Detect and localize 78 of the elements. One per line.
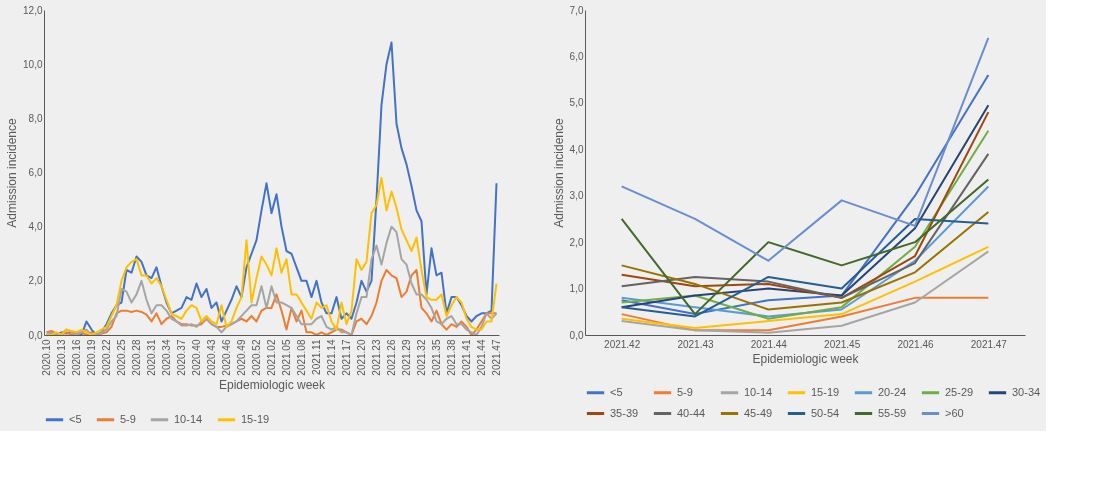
x-tick-label: 2020.31 — [146, 339, 157, 376]
y-tick-label: 6,0 — [569, 50, 584, 62]
x-tick-label: 2020.43 — [206, 339, 217, 376]
y-tick-label: 6,0 — [28, 167, 43, 178]
x-tick-label: 2021.44 — [750, 338, 788, 350]
x-tick-label: 2020.49 — [236, 339, 247, 376]
legend-label: 5-9 — [120, 412, 136, 425]
x-tick-label: 2020.13 — [56, 339, 67, 376]
x-tick-label: 2021.38 — [446, 339, 457, 376]
legend-label: 15-19 — [811, 385, 840, 398]
legend-label: 10-14 — [744, 385, 773, 398]
x-tick-label: 2020.46 — [221, 339, 232, 376]
line-series — [620, 36, 990, 262]
x-tick-label: 2021.32 — [416, 339, 427, 376]
legend-label: <5 — [610, 385, 623, 398]
y-tick-label: 5,0 — [569, 97, 584, 109]
x-tick-label: 2021.43 — [677, 338, 715, 350]
x-tick-label: 2021.05 — [281, 339, 292, 376]
legend-label: 30-34 — [1012, 385, 1041, 398]
x-tick-label: 2021.41 — [461, 339, 472, 376]
y-tick-label: 10,0 — [23, 58, 43, 70]
y-tick-label: 0,0 — [569, 329, 584, 341]
x-tick-label: 2020.19 — [86, 339, 97, 376]
x-tick-label: 2021.23 — [371, 339, 382, 376]
y-tick-label: 7,0 — [569, 4, 584, 16]
legend-label: 55-59 — [878, 406, 907, 419]
x-tick-label: 2021.46 — [897, 338, 935, 350]
legend-label: 25-29 — [945, 385, 974, 398]
legend-label: 20-24 — [878, 385, 907, 398]
x-axis-title: Epidemiologic week — [752, 351, 860, 366]
y-tick-label: 3,0 — [569, 190, 584, 202]
x-tick-label: 2021.20 — [356, 339, 367, 376]
x-tick-label: 2021.26 — [386, 339, 397, 376]
x-tick-label: 2020.37 — [176, 339, 187, 376]
legend-label: 10-14 — [174, 412, 203, 425]
legend-label: 15-19 — [241, 412, 270, 425]
line-series — [620, 152, 990, 299]
x-tick-label: 2021.42 — [604, 338, 641, 350]
x-tick-label: 2021.44 — [476, 339, 487, 376]
x-tick-label: 2021.08 — [296, 339, 307, 376]
y-axis-title: Admission incidence — [551, 117, 566, 228]
x-tick-label: 2021.11 — [311, 339, 322, 375]
legend-label: <5 — [69, 412, 82, 425]
x-tick-label: 2020.34 — [161, 339, 172, 376]
x-tick-label: 2021.47 — [491, 339, 502, 376]
y-axis-title: Admission incidence — [5, 117, 20, 228]
x-tick-label: 2021.14 — [326, 339, 337, 376]
line-series — [620, 129, 990, 320]
y-tick-label: 12,0 — [23, 4, 43, 16]
x-tick-label: 2021.17 — [341, 339, 352, 376]
legend-label: 45-49 — [744, 406, 773, 419]
x-tick-label: 2021.29 — [401, 339, 412, 376]
y-tick-label: 2,0 — [28, 275, 43, 287]
x-tick-label: 2020.10 — [41, 339, 52, 376]
x-tick-label: 2021.35 — [431, 339, 442, 376]
legend-label: 50-54 — [811, 406, 840, 419]
y-tick-label: 4,0 — [28, 221, 43, 233]
x-tick-label: 2020.52 — [251, 339, 262, 376]
x-tick-label: 2020.40 — [191, 339, 202, 376]
y-tick-label: 1,0 — [569, 283, 584, 295]
x-tick-label: 2020.28 — [131, 339, 142, 376]
line-series — [620, 296, 990, 332]
x-tick-label: 2020.22 — [101, 339, 112, 376]
y-tick-label: 4,0 — [569, 143, 584, 155]
x-tick-label: 2021.02 — [266, 339, 277, 376]
x-axis-title: Epidemiologic week — [218, 377, 327, 392]
x-tick-label: 2020.16 — [71, 339, 82, 376]
legend-label: 40-44 — [677, 406, 706, 419]
legend-label: 5-9 — [677, 385, 693, 398]
legend-label: >60 — [945, 406, 964, 419]
x-tick-label: 2021.45 — [824, 338, 861, 350]
y-tick-label: 2,0 — [569, 236, 584, 248]
line-series — [620, 74, 990, 316]
x-tick-label: 2020.25 — [116, 339, 127, 376]
legend-label: 35-39 — [610, 406, 639, 419]
y-tick-label: 8,0 — [28, 112, 43, 124]
x-tick-label: 2021.47 — [970, 338, 1008, 350]
y-tick-label: 0,0 — [28, 329, 43, 341]
